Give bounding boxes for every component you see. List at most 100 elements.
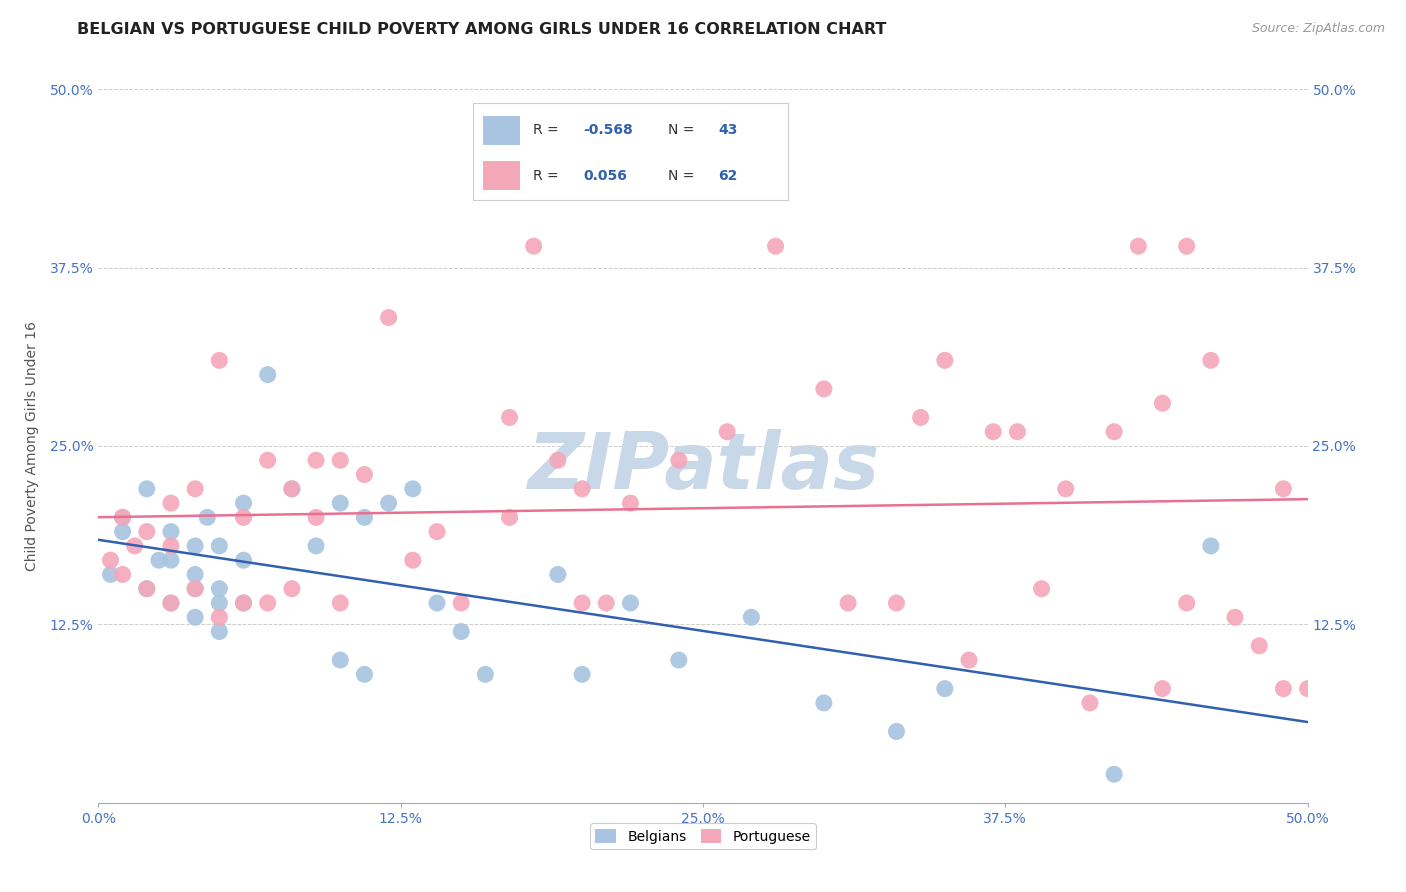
Point (1078, 696, 1101, 710)
Point (160, 539, 183, 553)
Point (1175, 239, 1198, 253)
Point (329, 453, 352, 467)
Point (281, 582, 304, 596)
Point (232, 496, 254, 510)
Point (1296, 681, 1319, 696)
Point (886, 724, 908, 739)
Text: Source: ZipAtlas.com: Source: ZipAtlas.com (1251, 22, 1385, 36)
Point (619, 496, 641, 510)
Point (450, 596, 472, 610)
Point (208, 582, 231, 596)
Point (184, 539, 207, 553)
Point (957, 653, 980, 667)
Point (160, 496, 183, 510)
Point (934, 353, 956, 368)
Point (160, 524, 183, 539)
Point (111, 567, 134, 582)
Point (1102, 767, 1125, 781)
Point (353, 467, 375, 482)
Point (329, 653, 352, 667)
Point (100, 553, 122, 567)
Point (1223, 610, 1246, 624)
Point (256, 596, 278, 610)
Point (1272, 681, 1295, 696)
Point (1054, 482, 1077, 496)
Point (1031, 582, 1053, 596)
Point (813, 696, 835, 710)
Point (184, 582, 207, 596)
Point (377, 496, 399, 510)
Point (450, 624, 472, 639)
Point (281, 482, 304, 496)
Point (934, 681, 956, 696)
Point (232, 596, 254, 610)
Point (184, 482, 207, 496)
Point (523, 239, 546, 253)
Point (886, 596, 908, 610)
Point (305, 453, 328, 467)
Point (1249, 639, 1271, 653)
Point (1128, 239, 1150, 253)
Point (329, 596, 352, 610)
Point (256, 453, 278, 467)
Point (765, 239, 787, 253)
Point (160, 596, 183, 610)
Point (111, 510, 134, 524)
Point (184, 582, 207, 596)
Y-axis label: Child Poverty Among Girls Under 16: Child Poverty Among Girls Under 16 (24, 321, 38, 571)
Point (305, 510, 328, 524)
Point (208, 539, 231, 553)
Point (668, 653, 690, 667)
Point (595, 596, 617, 610)
Point (195, 510, 218, 524)
Point (547, 567, 569, 582)
Point (256, 368, 278, 382)
Point (1007, 425, 1029, 439)
Point (716, 425, 738, 439)
Point (426, 596, 449, 610)
Point (740, 610, 762, 624)
Point (208, 624, 231, 639)
Point (184, 610, 207, 624)
Point (498, 410, 520, 425)
Point (353, 667, 375, 681)
Point (135, 524, 157, 539)
Point (124, 539, 146, 553)
Point (1199, 353, 1222, 368)
Point (111, 524, 134, 539)
Point (1152, 396, 1174, 410)
Point (377, 310, 399, 325)
Point (813, 382, 835, 396)
Point (1175, 596, 1198, 610)
Point (208, 353, 231, 368)
Point (1199, 539, 1222, 553)
Point (353, 510, 375, 524)
Point (668, 453, 690, 467)
Point (981, 425, 1004, 439)
Point (619, 596, 641, 610)
Point (232, 510, 254, 524)
Point (1102, 425, 1125, 439)
Point (100, 567, 122, 582)
Point (474, 667, 496, 681)
Point (571, 596, 593, 610)
Point (329, 496, 352, 510)
Point (281, 482, 304, 496)
Point (135, 482, 157, 496)
Point (910, 410, 932, 425)
Point (547, 453, 569, 467)
Point (402, 482, 425, 496)
Point (305, 539, 328, 553)
Point (1152, 681, 1174, 696)
Text: ZIPatlas: ZIPatlas (527, 429, 879, 506)
Text: BELGIAN VS PORTUGUESE CHILD POVERTY AMONG GIRLS UNDER 16 CORRELATION CHART: BELGIAN VS PORTUGUESE CHILD POVERTY AMON… (77, 22, 887, 37)
Point (1272, 482, 1295, 496)
Point (571, 482, 593, 496)
Legend: Belgians, Portuguese: Belgians, Portuguese (591, 823, 815, 849)
Point (426, 524, 449, 539)
Point (571, 667, 593, 681)
Point (135, 582, 157, 596)
Point (135, 582, 157, 596)
Point (160, 553, 183, 567)
Point (232, 596, 254, 610)
